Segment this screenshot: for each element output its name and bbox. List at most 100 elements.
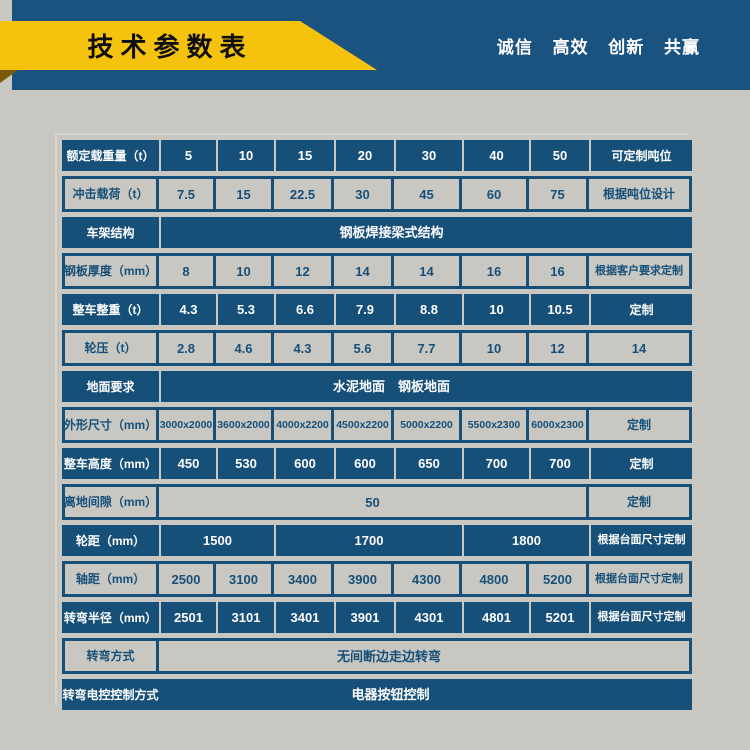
- param-value: 2.8: [156, 330, 216, 366]
- param-value: 2500: [156, 561, 216, 597]
- param-label: 冲击载荷（t）: [62, 176, 159, 212]
- param-value: 8: [156, 253, 216, 289]
- param-value: 定制: [586, 484, 692, 520]
- param-label: 转弯半径（mm）: [62, 602, 159, 633]
- param-value: 7.7: [391, 330, 462, 366]
- param-label: 整车整重（t）: [62, 294, 159, 325]
- param-value: 定制: [586, 407, 692, 443]
- param-value: 50: [156, 484, 589, 520]
- param-value: 定制: [589, 294, 692, 325]
- param-value: 20: [334, 140, 394, 171]
- param-value: 1500: [159, 525, 274, 556]
- param-value: 3600x2000: [213, 407, 274, 443]
- param-value: 5: [159, 140, 216, 171]
- param-value: 6000x2300: [526, 407, 589, 443]
- param-value: 3900: [331, 561, 394, 597]
- param-value: 12: [271, 253, 334, 289]
- param-value: 60: [459, 176, 529, 212]
- param-value: 45: [391, 176, 462, 212]
- param-label: 转弯电控控制方式: [62, 679, 159, 710]
- param-value: 6.6: [274, 294, 334, 325]
- param-label: 钢板厚度（mm）: [62, 253, 159, 289]
- param-value: 4300: [391, 561, 462, 597]
- param-value: 14: [331, 253, 394, 289]
- param-value: 10: [213, 253, 274, 289]
- param-value: 700: [529, 448, 589, 479]
- param-value: 5500x2300: [459, 407, 529, 443]
- param-value: 650: [394, 448, 462, 479]
- param-value: 1800: [462, 525, 589, 556]
- param-value: 5200: [526, 561, 589, 597]
- param-value: 电器按钮控制: [159, 679, 692, 710]
- param-value: 600: [334, 448, 394, 479]
- page-title: 技术参数表: [87, 32, 253, 62]
- param-label: 车架结构: [62, 217, 159, 248]
- param-value: 4800: [459, 561, 529, 597]
- param-value: 3100: [213, 561, 274, 597]
- param-value: 14: [391, 253, 462, 289]
- param-value: 水泥地面 钢板地面: [159, 371, 692, 402]
- param-value: 根据吨位设计: [586, 176, 692, 212]
- param-value: 700: [462, 448, 529, 479]
- param-value: 15: [213, 176, 274, 212]
- param-value: 根据台面尺寸定制: [586, 561, 692, 597]
- param-value: 75: [526, 176, 589, 212]
- param-label: 整车高度（mm）: [62, 448, 159, 479]
- param-value: 根据台面尺寸定制: [589, 525, 692, 556]
- param-label: 轮距（mm）: [62, 525, 159, 556]
- param-label: 离地间隙（mm）: [62, 484, 159, 520]
- param-value: 根据台面尺寸定制: [589, 602, 692, 633]
- param-value: 根据客户要求定制: [586, 253, 692, 289]
- param-value: 450: [159, 448, 216, 479]
- param-value: 14: [586, 330, 692, 366]
- param-value: 3401: [274, 602, 334, 633]
- param-value: 10: [216, 140, 274, 171]
- param-value: 50: [529, 140, 589, 171]
- parameters-table: 额定载重量（t） 5 10 15 20 30 40 50 可定制吨位 冲击载荷（…: [55, 133, 692, 710]
- param-value: 4301: [394, 602, 462, 633]
- param-value: 3000x2000: [156, 407, 216, 443]
- param-value: 5.6: [331, 330, 394, 366]
- param-value: 10: [459, 330, 529, 366]
- param-value: 600: [274, 448, 334, 479]
- param-value: 12: [526, 330, 589, 366]
- param-value: 7.5: [156, 176, 216, 212]
- param-value: 3101: [216, 602, 274, 633]
- param-value: 1700: [274, 525, 462, 556]
- param-label: 外形尺寸（mm）: [62, 407, 159, 443]
- param-value: 4801: [462, 602, 529, 633]
- param-value: 4.3: [159, 294, 216, 325]
- param-label: 轴距（mm）: [62, 561, 159, 597]
- param-value: 5201: [529, 602, 589, 633]
- param-value: 4.3: [271, 330, 334, 366]
- param-value: 16: [459, 253, 529, 289]
- slogan-text: 诚信 高效 创新 共赢: [496, 37, 700, 57]
- param-value: 可定制吨位: [589, 140, 692, 171]
- param-value: 定制: [589, 448, 692, 479]
- param-label: 额定载重量（t）: [62, 140, 159, 171]
- param-value: 40: [462, 140, 529, 171]
- param-label: 轮压（t）: [62, 330, 159, 366]
- param-value: 4500x2200: [331, 407, 394, 443]
- param-value: 3901: [334, 602, 394, 633]
- param-value: 4.6: [213, 330, 274, 366]
- param-value: 3400: [271, 561, 334, 597]
- param-value: 无间断边走边转弯: [156, 638, 692, 674]
- param-value: 30: [331, 176, 394, 212]
- param-value: 5.3: [216, 294, 274, 325]
- param-value: 钢板焊接梁式结构: [159, 217, 692, 248]
- param-value: 30: [394, 140, 462, 171]
- param-value: 22.5: [271, 176, 334, 212]
- param-value: 15: [274, 140, 334, 171]
- param-label: 转弯方式: [62, 638, 159, 674]
- param-label: 地面要求: [62, 371, 159, 402]
- param-value: 8.8: [394, 294, 462, 325]
- param-value: 16: [526, 253, 589, 289]
- param-value: 10.5: [529, 294, 589, 325]
- param-value: 530: [216, 448, 274, 479]
- param-value: 4000x2200: [271, 407, 334, 443]
- param-value: 7.9: [334, 294, 394, 325]
- param-value: 10: [462, 294, 529, 325]
- param-value: 5000x2200: [391, 407, 462, 443]
- param-value: 2501: [159, 602, 216, 633]
